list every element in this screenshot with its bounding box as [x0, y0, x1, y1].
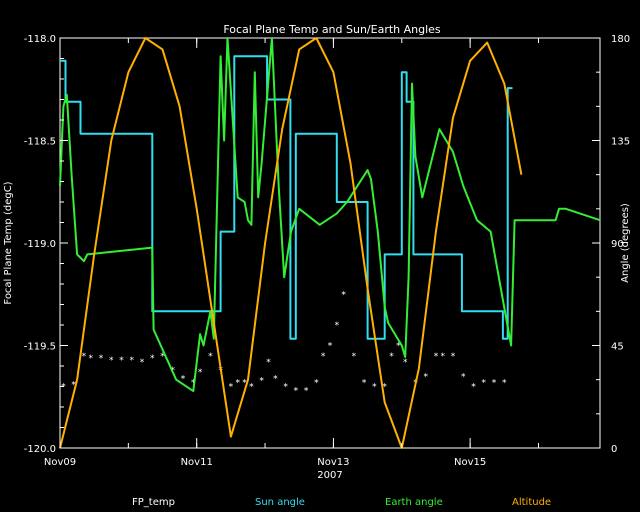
y-tick-label: -118.5	[24, 137, 56, 148]
legend-sun-angle: Sun angle	[255, 497, 305, 508]
fp-temp-point: *	[335, 321, 340, 331]
fp-temp-point: *	[266, 358, 271, 368]
fp-temp-point: *	[441, 352, 446, 362]
fp-temp-point: *	[242, 378, 247, 388]
fp-temp-point: *	[198, 368, 203, 378]
series-earth-angle-line	[59, 37, 601, 393]
fp-temp-point: *	[482, 378, 487, 388]
fp-temp-point: *	[341, 290, 346, 300]
fp-temp-point: *	[229, 383, 234, 393]
legend-altitude: Altitude	[512, 497, 552, 508]
fp-temp-point: *	[294, 387, 299, 397]
fp-temp-point: *	[235, 378, 240, 388]
fp-temp-point: *	[502, 378, 507, 388]
x-axis-label: 2007	[317, 470, 342, 481]
axis-ticks: -118.0 -118.5 -119.0 -119.5 -120.0 180 135 90 45…	[24, 34, 630, 468]
y-tick-label: -119.0	[24, 239, 56, 250]
fp-temp-point: *	[273, 374, 278, 384]
plot-frame	[59, 37, 601, 449]
fp-temp-point: *	[314, 378, 319, 388]
x-tick-label: Nov15	[454, 457, 486, 468]
legend-earth-angle: Earth angle	[385, 497, 443, 508]
fp-temp-point: *	[321, 352, 326, 362]
fp-temp-point: *	[382, 383, 387, 393]
plot-series: * ** * * * * * * * *** ***** * * ***** * ******** * *****…	[59, 37, 601, 449]
fp-temp-point: *	[208, 352, 213, 362]
fp-temp-point: *	[304, 387, 309, 397]
fp-temp-point: *	[119, 356, 124, 366]
fp-temp-point: *	[389, 352, 394, 362]
fp-temp-point: *	[423, 372, 428, 382]
fp-temp-point: *	[362, 378, 367, 388]
y-axis-label: Focal Plane Temp (degC)	[3, 181, 14, 304]
y2-tick-label: 135	[611, 137, 630, 148]
fp-temp-point: *	[396, 342, 401, 352]
x-tick-label: Nov11	[181, 457, 213, 468]
fp-temp-point: *	[82, 352, 87, 362]
fp-temp-point: *	[109, 356, 114, 366]
chart-title: Focal Plane Temp and Sun/Earth Angles	[223, 23, 441, 36]
x-tick-label: Nov13	[317, 457, 349, 468]
fp-temp-point: *	[434, 352, 439, 362]
y-tick-label: -119.5	[24, 342, 56, 353]
fp-temp-point: *	[71, 380, 76, 390]
y-tick-label: -120.0	[24, 444, 56, 455]
fp-temp-point: *	[150, 354, 155, 364]
fp-temp-point: *	[328, 342, 333, 352]
fp-temp-point: *	[461, 372, 466, 382]
y2-tick-label: 0	[611, 444, 617, 455]
fp-temp-point: *	[99, 354, 104, 364]
fp-temp-point: *	[471, 383, 476, 393]
series-sun-angle-line	[60, 55, 513, 340]
series-altitude-line	[59, 37, 523, 449]
fp-temp-point: *	[403, 358, 408, 368]
fp-temp-point: *	[372, 383, 377, 393]
series-fp-temp-points: * ** * * * * * * * *** ***** * * ***** * ******** * *****…	[61, 290, 507, 396]
x-tick-label: Nov09	[44, 457, 76, 468]
fp-temp-point: *	[259, 376, 264, 386]
fp-temp-point: *	[160, 352, 165, 362]
fp-temp-point: *	[492, 378, 497, 388]
fp-temp-point: *	[130, 356, 135, 366]
fp-temp-point: *	[181, 374, 186, 384]
fp-temp-point: *	[352, 352, 357, 362]
y2-axis-label: Angle (degrees)	[620, 203, 631, 283]
fp-temp-point: *	[61, 383, 66, 393]
y2-tick-label: 45	[611, 342, 624, 353]
fp-temp-point: *	[89, 354, 94, 364]
y-tick-label: -118.0	[24, 34, 56, 45]
y2-tick-label: 90	[611, 239, 624, 250]
y2-tick-label: 180	[611, 34, 630, 45]
fp-temp-point: *	[283, 383, 288, 393]
fp-temp-point: *	[140, 358, 145, 368]
legend-fp-temp: FP_temp	[132, 497, 175, 508]
fp-temp-point: *	[249, 383, 254, 393]
fp-temp-point: *	[451, 352, 456, 362]
